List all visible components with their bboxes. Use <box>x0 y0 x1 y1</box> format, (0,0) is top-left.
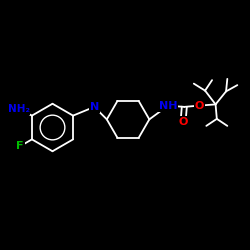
Text: NH₂: NH₂ <box>8 104 30 114</box>
Text: N: N <box>90 102 99 112</box>
Text: O: O <box>195 100 204 110</box>
Text: NH: NH <box>159 100 177 110</box>
Text: O: O <box>178 117 188 127</box>
Text: F: F <box>16 141 24 151</box>
